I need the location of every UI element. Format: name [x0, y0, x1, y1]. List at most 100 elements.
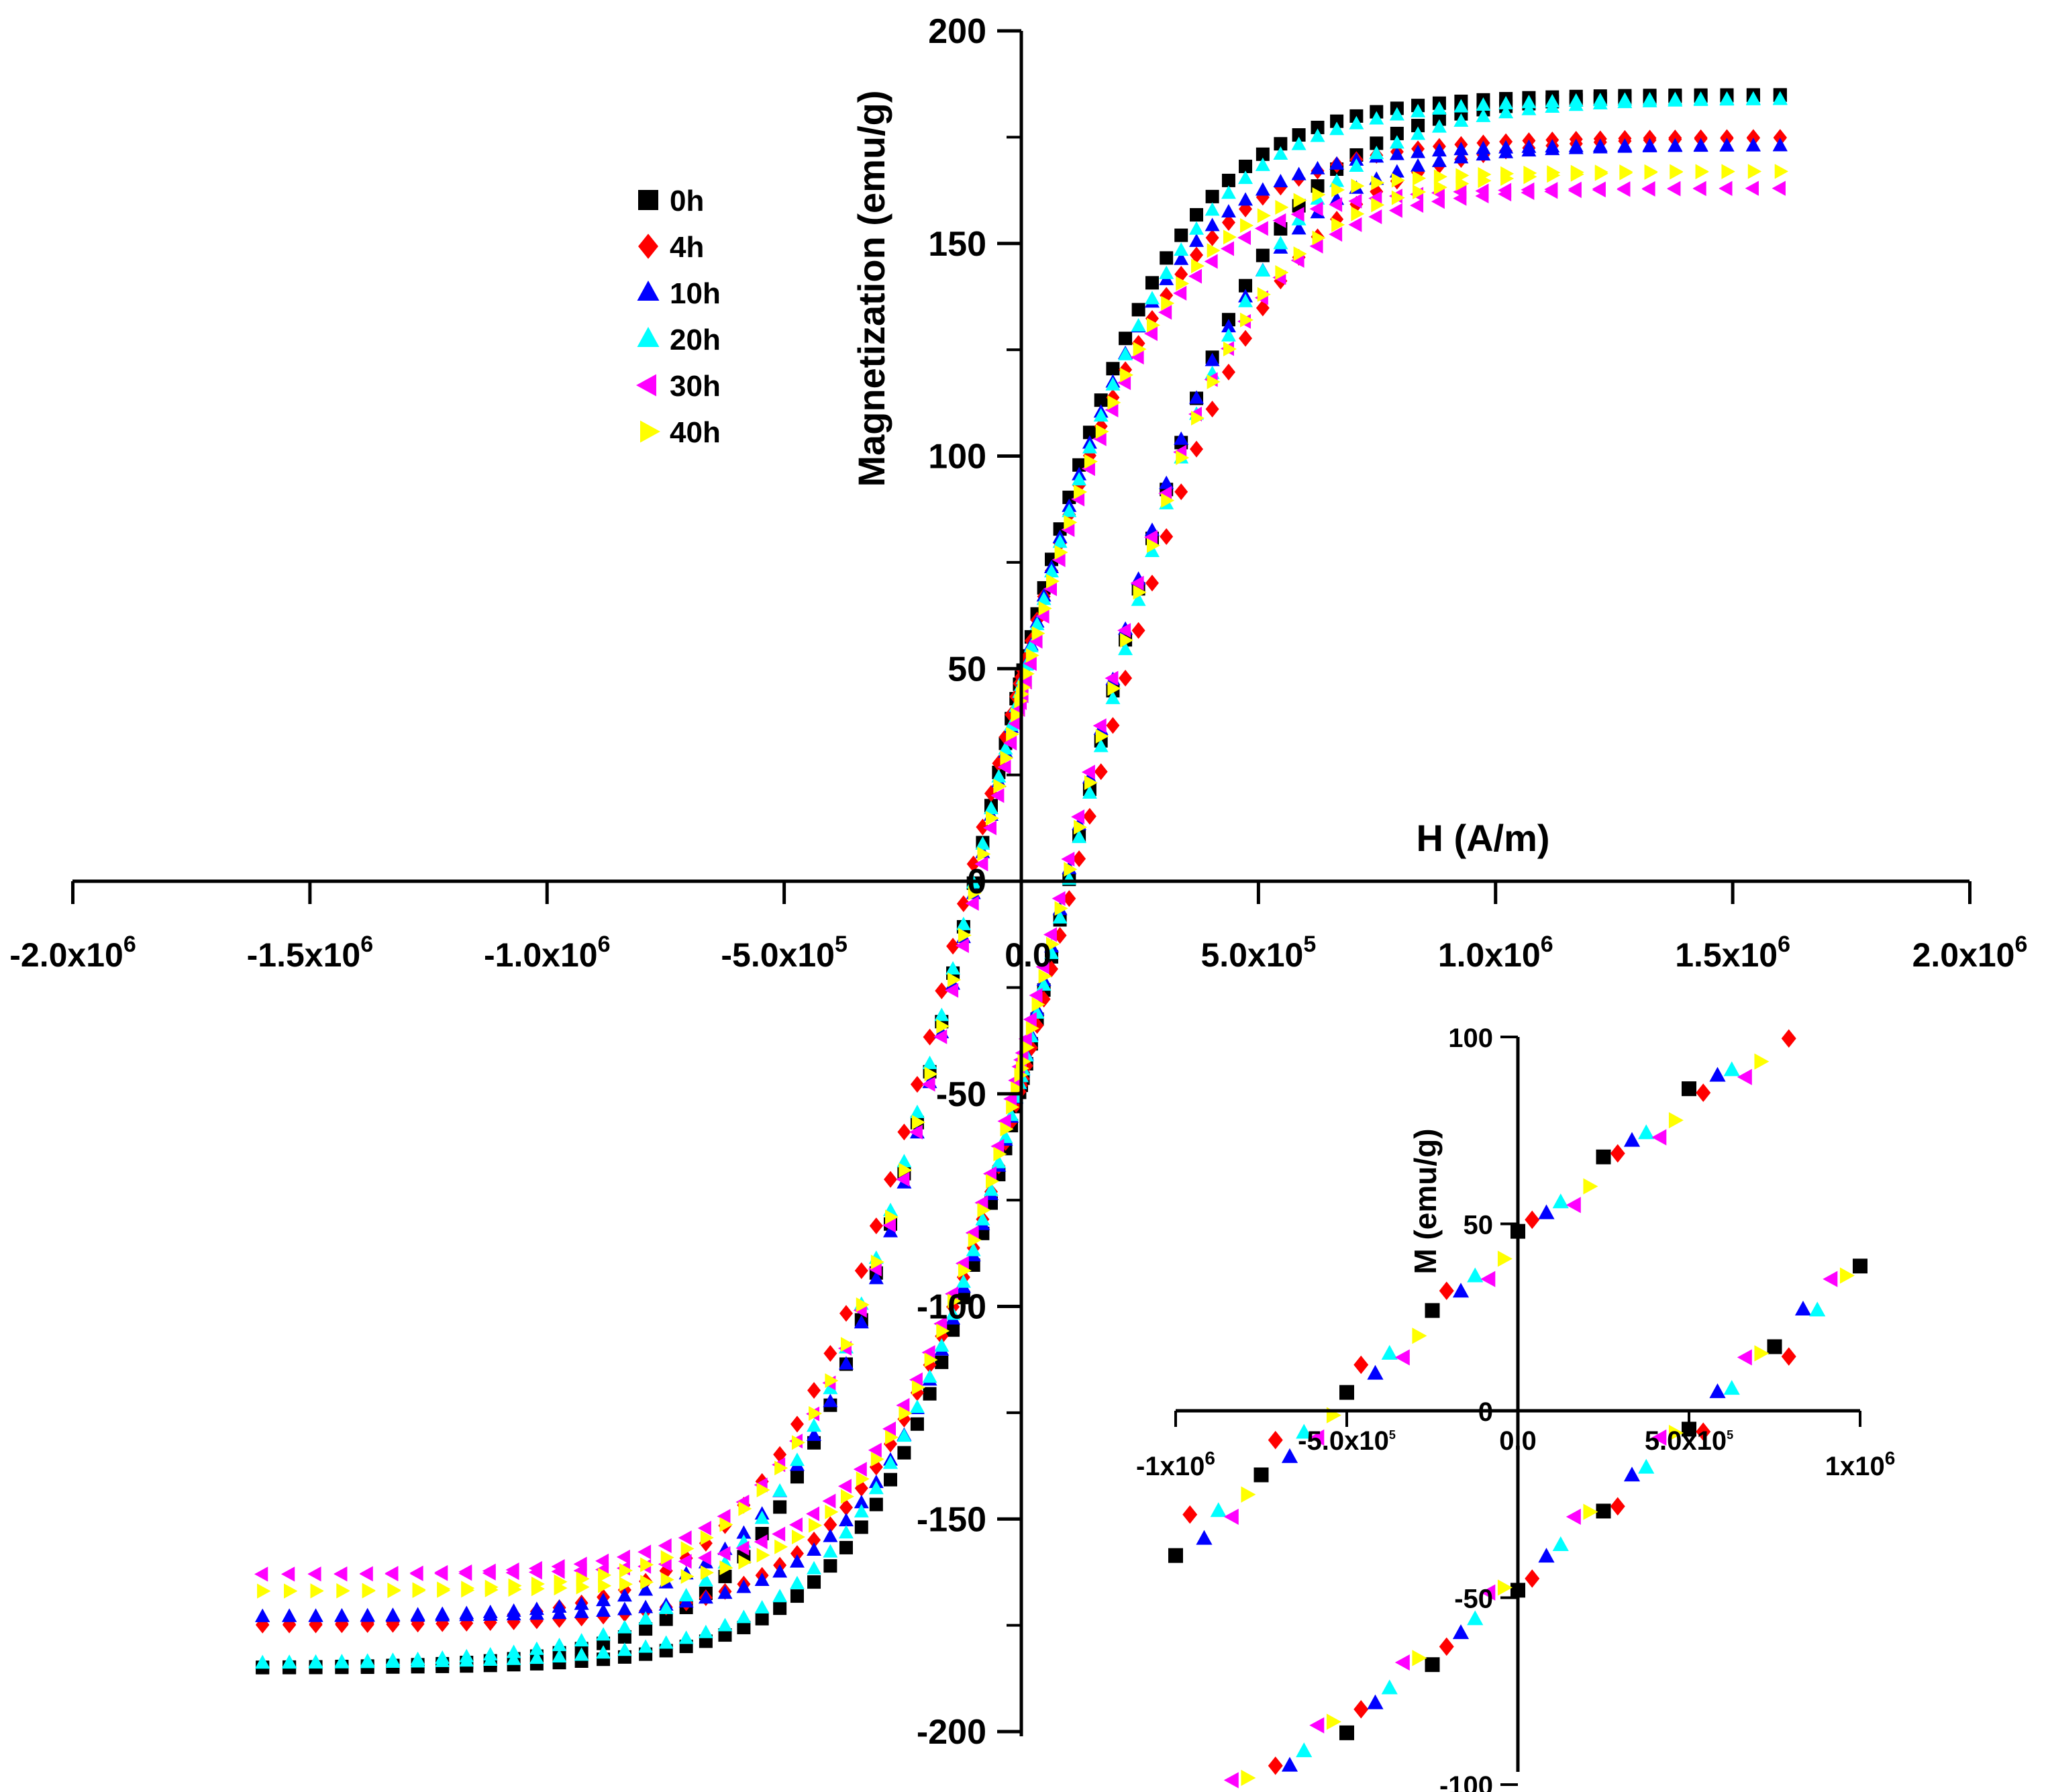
data-point: [738, 1554, 752, 1570]
data-point: [990, 788, 1005, 803]
data-point: [362, 1583, 376, 1599]
data-point: [1095, 728, 1109, 744]
data-point: [735, 1540, 750, 1556]
data-point: [1031, 626, 1045, 641]
data-point: [697, 1550, 711, 1566]
data-point: [434, 1566, 448, 1581]
data-point: [617, 1620, 632, 1634]
data-point: [1453, 99, 1469, 113]
data-point: [598, 1578, 612, 1593]
data-point: [1311, 120, 1325, 134]
data-point: [1274, 137, 1288, 151]
data-point: [789, 1452, 805, 1466]
data-point: [1161, 295, 1175, 311]
data-point: [839, 1499, 853, 1516]
inset-data-point: [1709, 1383, 1726, 1399]
data-point: [825, 1373, 839, 1389]
data-point: [956, 1274, 971, 1288]
legend-label: 4h: [670, 231, 704, 264]
data-point: [955, 938, 969, 954]
data-point: [772, 1589, 788, 1603]
data-point: [638, 1611, 654, 1625]
data-point: [482, 1565, 496, 1581]
data-point: [412, 1583, 426, 1599]
data-point: [1117, 375, 1131, 391]
data-point: [410, 1654, 425, 1668]
data-point: [717, 1509, 731, 1524]
data-point: [1273, 146, 1288, 160]
data-point: [410, 1608, 425, 1622]
data-point: [1000, 750, 1014, 766]
y-tick-label: -150: [917, 1500, 986, 1539]
data-point: [1062, 491, 1076, 505]
data-point: [1774, 164, 1788, 179]
data-point: [1312, 187, 1326, 202]
data-point: [1118, 346, 1133, 360]
inset-plot-markers: [1168, 1029, 1867, 1789]
data-point: [1174, 242, 1189, 256]
data-point: [884, 1473, 898, 1487]
data-point: [983, 801, 999, 815]
data-point: [717, 1617, 733, 1632]
data-point: [1133, 585, 1147, 600]
data-point: [1500, 170, 1515, 186]
data-point: [1239, 330, 1253, 347]
data-point: [1293, 246, 1307, 262]
data-point: [638, 1582, 654, 1596]
legend-label: 30h: [670, 370, 721, 403]
inset-data-point: [1326, 1713, 1341, 1730]
inset-data-point: [1566, 1508, 1581, 1526]
inset-y-tick-label: -100: [1439, 1771, 1493, 1792]
data-point: [1431, 119, 1447, 133]
data-point: [435, 1607, 450, 1622]
data-point: [1105, 377, 1121, 391]
data-point: [1143, 326, 1158, 342]
data-point: [506, 1607, 521, 1621]
inset-data-point: [1452, 1624, 1470, 1640]
inset-data-point: [1412, 1328, 1427, 1344]
data-point: [958, 1263, 972, 1279]
x-ticks: -2.0x106 -1.5x106 -1.0x106 -5.0x105 0.0 5.0x1…: [9, 881, 2027, 974]
data-point: [360, 1654, 375, 1669]
data-point: [660, 1572, 674, 1587]
data-point: [924, 1066, 938, 1082]
legend-item-10h: 10h: [637, 277, 721, 310]
data-point: [1617, 95, 1633, 109]
data-point: [1025, 1021, 1039, 1036]
series-40h: [257, 164, 1788, 1599]
inset-x-tick-label: 5.0x105: [1645, 1426, 1733, 1456]
data-point: [336, 1583, 350, 1599]
data-point: [1371, 175, 1385, 191]
data-point: [459, 1607, 474, 1622]
inset-data-point: [1696, 1422, 1711, 1441]
data-point: [1273, 236, 1288, 250]
data-point: [1146, 538, 1160, 553]
data-point: [1617, 139, 1633, 153]
data-point: [772, 1564, 788, 1578]
legend-marker: [637, 281, 660, 301]
data-point: [958, 928, 972, 943]
data-point: [773, 1500, 787, 1514]
inset-x-tick-label: -5.0x105: [1298, 1426, 1396, 1456]
data-point: [1094, 393, 1108, 407]
data-point: [1023, 638, 1039, 652]
data-point: [1312, 230, 1326, 246]
data-point: [1291, 136, 1307, 150]
data-point: [1061, 852, 1075, 867]
data-point: [617, 1642, 632, 1656]
data-point: [1035, 959, 1049, 975]
data-point: [1082, 426, 1096, 440]
data-point: [678, 1530, 692, 1546]
data-point: [506, 1651, 521, 1665]
inset-data-point: [1497, 1579, 1513, 1596]
data-point: [1054, 901, 1068, 916]
data-point: [948, 1293, 962, 1309]
data-point: [823, 1528, 838, 1542]
data-point: [854, 1520, 868, 1534]
data-point: [1160, 528, 1174, 546]
inset-data-point: [1394, 1654, 1410, 1671]
legend: 0h 4h 10h 20h 30h 40h: [636, 185, 721, 449]
data-point: [955, 1256, 969, 1271]
x-axis-title: H (A/m): [1416, 817, 1549, 859]
data-point: [1092, 718, 1107, 734]
